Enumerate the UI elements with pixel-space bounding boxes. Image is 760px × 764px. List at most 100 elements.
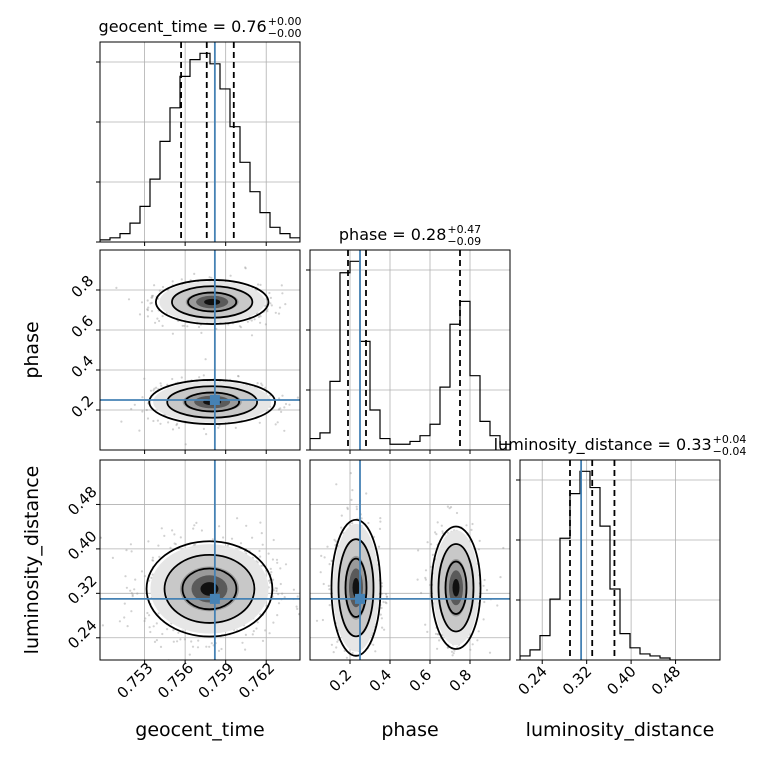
scatter-point xyxy=(131,593,134,596)
scatter-point xyxy=(502,546,505,550)
contour-line xyxy=(344,557,368,618)
scatter-point xyxy=(483,600,486,604)
scatter-point xyxy=(385,602,388,605)
x-tick-label: 0.8 xyxy=(446,666,476,696)
scatter-point xyxy=(374,650,377,653)
scatter-point xyxy=(452,652,455,655)
scatter-point xyxy=(253,318,256,321)
scatter-point xyxy=(275,589,278,593)
scatter-point xyxy=(252,630,255,633)
scatter-point xyxy=(208,276,211,279)
scatter-point xyxy=(237,375,240,378)
scatter-point xyxy=(171,377,174,381)
scatter-point xyxy=(471,522,474,526)
scatter-point xyxy=(280,284,283,287)
scatter-point xyxy=(149,630,152,634)
scatter-point xyxy=(328,588,331,591)
panel-title-sub: −0.09 xyxy=(447,235,481,248)
panel-luminosity_distance-vs-luminosity_distance: 0.24 0.32 0.40 0.48 xyxy=(515,459,721,699)
scatter-point xyxy=(269,302,272,305)
scatter-point xyxy=(279,567,282,570)
scatter-point xyxy=(190,640,193,643)
density-luminosity_distance-vs-phase xyxy=(310,460,510,668)
scatter-point xyxy=(276,614,279,617)
scatter-point xyxy=(346,507,349,511)
x-axis-title: luminosity_distance xyxy=(526,719,715,741)
scatter-point xyxy=(176,422,179,425)
scatter-point xyxy=(446,505,449,508)
x-tick-label: 0.4 xyxy=(366,666,396,696)
scatter-point xyxy=(166,383,169,386)
scatter-point xyxy=(278,397,281,400)
panel-title-text: geocent_time = 0.76 xyxy=(99,17,267,37)
scatter-point xyxy=(202,374,205,377)
scatter-point xyxy=(148,626,151,629)
scatter-point xyxy=(140,570,144,573)
scatter-point xyxy=(377,545,381,548)
scatter-point xyxy=(355,505,358,508)
scatter-point xyxy=(477,548,481,551)
panel-frame xyxy=(309,459,511,661)
scatter-point xyxy=(160,384,163,387)
scatter-point xyxy=(256,621,259,624)
scatter-point xyxy=(179,536,182,539)
scatter-point xyxy=(455,511,459,515)
scatter-point xyxy=(272,538,275,542)
scatter-point xyxy=(449,506,453,509)
scatter-point xyxy=(244,633,247,637)
scatter-point xyxy=(153,284,156,287)
scatter-point xyxy=(173,542,176,545)
scatter-point xyxy=(277,602,281,605)
truth-marker xyxy=(209,593,220,604)
scatter-point xyxy=(200,331,203,334)
scatter-point xyxy=(171,332,174,335)
scatter-point xyxy=(469,648,472,651)
histogram-phase xyxy=(310,250,510,450)
scatter-point xyxy=(437,633,440,636)
scatter-point xyxy=(436,521,439,524)
scatter-point xyxy=(126,625,129,628)
scatter-point xyxy=(320,554,323,558)
scatter-point xyxy=(251,536,254,539)
density-phase-vs-geocent_time xyxy=(100,250,300,450)
scatter-point xyxy=(259,521,262,524)
scatter-point xyxy=(431,553,434,557)
scatter-point xyxy=(379,517,382,520)
scatter-point xyxy=(426,541,429,544)
scatter-point xyxy=(279,582,282,586)
truth-marker xyxy=(355,593,365,604)
scatter-point xyxy=(163,534,166,538)
scatter-point xyxy=(153,640,157,644)
scatter-point xyxy=(251,633,254,636)
scatter-point xyxy=(244,266,247,269)
scatter-point xyxy=(440,524,443,527)
density-level xyxy=(352,578,360,598)
scatter-point xyxy=(196,646,200,649)
scatter-point xyxy=(436,633,440,636)
scatter-point xyxy=(296,396,299,399)
scatter-point xyxy=(321,618,324,622)
panel-frame xyxy=(99,459,301,661)
panel-frame xyxy=(519,459,721,661)
scatter-point xyxy=(150,576,153,580)
contour-line xyxy=(148,379,276,425)
density-level xyxy=(452,579,460,597)
scatter-point xyxy=(148,579,151,582)
scatter-point xyxy=(150,296,153,299)
scatter-point xyxy=(284,563,288,566)
x-tick-label: 0.40 xyxy=(603,662,639,698)
scatter-point xyxy=(149,389,153,392)
scatter-point xyxy=(346,506,349,509)
scatter-point xyxy=(429,565,433,569)
scatter-point xyxy=(304,598,306,600)
scatter-point xyxy=(267,552,270,555)
scatter-point xyxy=(334,540,337,543)
scatter-point xyxy=(337,638,340,642)
scatter-point xyxy=(138,313,142,316)
panel-title-sup: +0.00 xyxy=(268,15,302,28)
scatter-point xyxy=(330,643,333,646)
scatter-point xyxy=(457,666,459,668)
scatter-point xyxy=(127,298,131,301)
scatter-point xyxy=(151,294,155,297)
scatter-point xyxy=(169,546,172,549)
